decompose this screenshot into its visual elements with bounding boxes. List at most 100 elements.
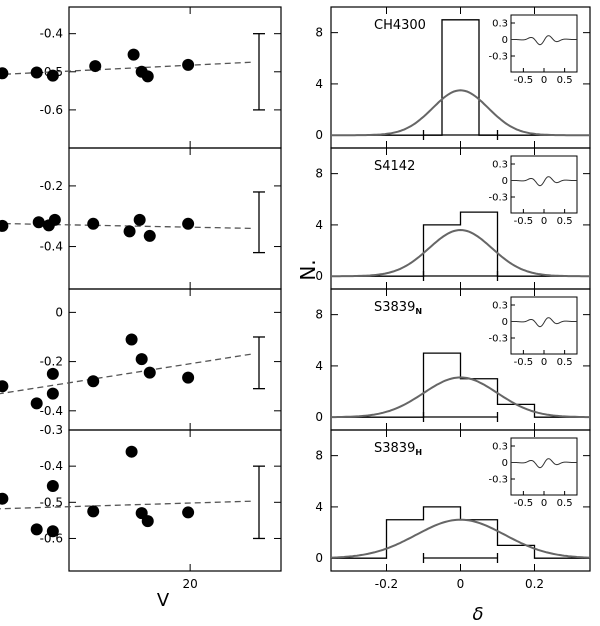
scatter-ytick-label-S4142: -0.2 — [40, 179, 63, 193]
gaussian-curve-CH4300 — [331, 89, 590, 137]
scatter-ytick-label-S3839N: 0 — [55, 305, 63, 319]
data-point-S4142 — [143, 229, 156, 242]
data-point-CH4300 — [46, 69, 59, 82]
inset-xtick-label-S4142: 0 — [541, 216, 547, 227]
inset-ytick-label-S3839N: -0.3 — [488, 334, 508, 345]
data-point-S3839N — [125, 333, 138, 346]
data-point-S4142 — [123, 225, 136, 238]
hist-ytick-label-S3839N: 0 — [315, 410, 323, 424]
scatter-ytick-label-S3839H: -0.4 — [40, 459, 63, 473]
gaussian-curve-S3839N — [331, 376, 590, 419]
x-axis-label-delta: δ — [472, 604, 483, 625]
data-point-S3839H — [87, 505, 100, 518]
panel-label-main: CH4300 — [374, 18, 426, 33]
hist-ytick-label-S4142: 0 — [315, 269, 323, 283]
data-point-S3839N — [135, 353, 148, 366]
fit-line-S3839N — [0, 353, 251, 395]
scatter-frame-S3839N — [68, 288, 282, 431]
inset-xtick-label-CH4300: 0 — [541, 75, 547, 86]
data-point-S3839H — [125, 445, 138, 458]
data-point-S4142 — [182, 217, 195, 230]
data-point-S4142 — [87, 217, 100, 230]
x-axis-label-v: V — [157, 590, 170, 611]
delta-axis-tick-label: 0 — [457, 577, 465, 591]
y-axis-label-n: N. — [296, 259, 320, 280]
hist-ytick-label-S3839H: 8 — [315, 449, 323, 463]
inset-xtick-label-S4142: 0.5 — [557, 216, 573, 227]
fit-line-CH4300 — [0, 61, 251, 76]
data-point-S4142 — [0, 219, 9, 232]
panel-label-S3839N: S3839N — [374, 300, 422, 316]
scatter-ytick-label-S3839H: -0.3 — [40, 423, 63, 437]
histogram-S4142 — [331, 211, 590, 277]
v-axis-tick-label: 20 — [183, 577, 198, 591]
inset-xtick-label-S4142: -0.5 — [514, 216, 534, 227]
inset-xtick-label-S3839H: -0.5 — [514, 498, 534, 509]
inset-ytick-label-S3839H: 0 — [502, 458, 508, 469]
inset-xtick-label-S3839N: 0.5 — [557, 357, 573, 368]
fit-line-S3839H — [0, 500, 251, 510]
panel-label-subscript: H — [415, 448, 422, 457]
inset-frame-S3839H — [510, 437, 578, 496]
data-point-S3839H — [182, 506, 195, 519]
histogram-S3839H — [331, 506, 590, 559]
scatter-ytick-label-S3839N: -0.2 — [40, 355, 63, 369]
data-point-S4142 — [32, 216, 45, 229]
hist-ytick-label-S3839H: 0 — [315, 551, 323, 565]
hist-ytick-label-CH4300: 0 — [315, 128, 323, 142]
data-point-S3839N — [46, 367, 59, 380]
hist-ytick-label-S4142: 4 — [315, 218, 323, 232]
hist-ytick-label-CH4300: 8 — [315, 26, 323, 40]
histogram-S3839N — [331, 352, 590, 418]
inset-ytick-label-S3839H: -0.3 — [488, 475, 508, 486]
data-point-CH4300 — [135, 65, 148, 78]
scatter-frame-CH4300 — [68, 6, 282, 149]
delta-axis-tick-label: -0.2 — [375, 577, 398, 591]
data-point-CH4300 — [182, 58, 195, 71]
inset-ytick-label-CH4300: 0.3 — [492, 19, 508, 30]
panel-label-CH4300: CH4300 — [374, 18, 426, 33]
inset-ytick-label-S3839H: 0.3 — [492, 442, 508, 453]
inset-ytick-label-S3839N: 0.3 — [492, 301, 508, 312]
delta-axis-tick-label: 0.2 — [525, 577, 544, 591]
panel-label-S4142: S4142 — [374, 159, 415, 174]
inset-ytick-label-CH4300: -0.3 — [488, 52, 508, 63]
scatter-ytick-label-S3839H: -0.5 — [40, 495, 63, 509]
inset-curve-S3839N — [511, 317, 577, 328]
hist-ytick-label-S3839N: 8 — [315, 308, 323, 322]
hist-ytick-label-CH4300: 4 — [315, 77, 323, 91]
data-point-S3839N — [182, 371, 195, 384]
data-point-CH4300 — [30, 66, 43, 79]
data-point-CH4300 — [127, 48, 140, 61]
data-point-S4142 — [42, 219, 55, 232]
data-point-S3839H — [135, 507, 148, 520]
inset-xtick-label-CH4300: -0.5 — [514, 75, 534, 86]
inset-xtick-label-S3839N: -0.5 — [514, 357, 534, 368]
inset-xtick-label-S3839H: 0.5 — [557, 498, 573, 509]
hist-ytick-label-S4142: 8 — [315, 167, 323, 181]
data-point-S3839N — [30, 397, 43, 410]
data-point-S3839N — [87, 375, 100, 388]
inset-curve-CH4300 — [511, 35, 577, 46]
data-point-S3839N — [0, 380, 9, 393]
inset-ytick-label-CH4300: 0 — [502, 35, 508, 46]
inset-frame-S3839N — [510, 296, 578, 355]
inset-xtick-label-S3839H: 0 — [541, 498, 547, 509]
gaussian-curve-S3839H — [331, 518, 590, 559]
inset-curve-S3839H — [511, 458, 577, 469]
gaussian-curve-S4142 — [331, 228, 590, 278]
data-point-S3839N — [46, 387, 59, 400]
panel-label-main: S3839 — [374, 441, 415, 456]
hist-ytick-label-S3839H: 4 — [315, 500, 323, 514]
data-point-S3839H — [46, 525, 59, 538]
data-point-CH4300 — [89, 60, 102, 73]
data-point-S4142 — [133, 213, 146, 226]
data-point-S3839H — [30, 523, 43, 536]
data-point-S3839H — [46, 480, 59, 493]
hist-ytick-label-S3839N: 4 — [315, 359, 323, 373]
panel-label-main: S4142 — [374, 159, 415, 174]
inset-xtick-label-CH4300: 0.5 — [557, 75, 573, 86]
panel-label-main: S3839 — [374, 300, 415, 315]
data-point-S3839H — [0, 492, 9, 505]
